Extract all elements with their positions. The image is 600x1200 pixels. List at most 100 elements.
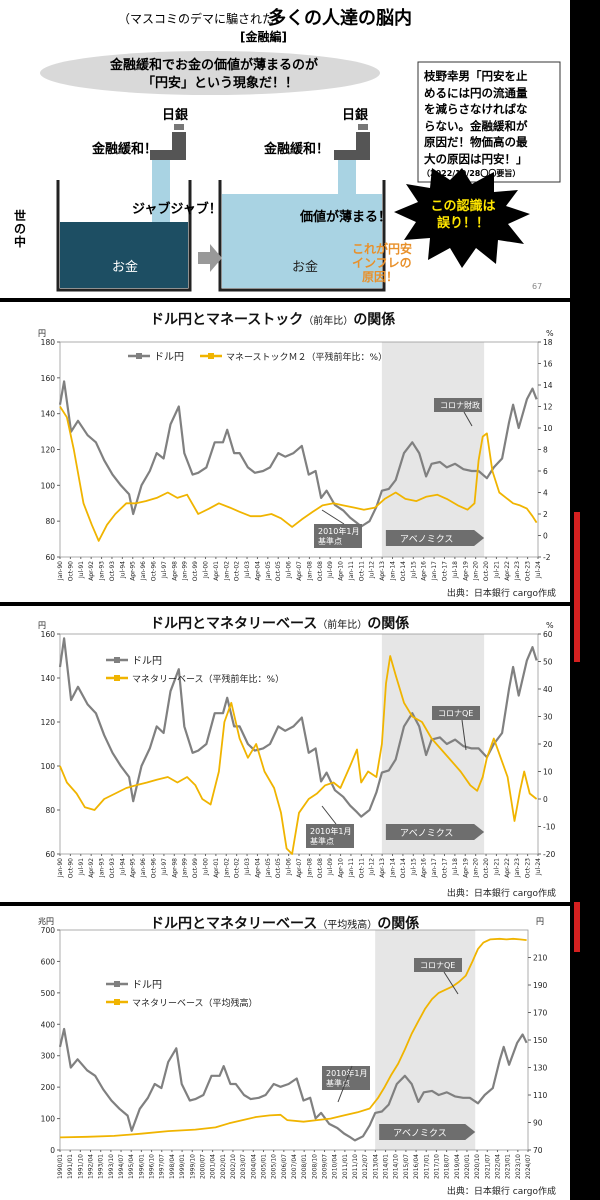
x-tick-label: Apr-13 (379, 858, 386, 878)
chart-panel-monetary-base-balance: ドル円とマネタリーベース（平均残高）の関係 兆円 円 0 100 200 300 400 500… (0, 906, 570, 1200)
annot-2010-box (322, 1066, 370, 1090)
left-tick-label: 60 (45, 553, 55, 562)
left-tick-label: 160 (41, 374, 56, 383)
x-tick-label: Oct-11 (358, 561, 365, 581)
abenomics-arrow (379, 1124, 476, 1140)
x-tick-label: Oct-08 (317, 858, 324, 878)
right-tick-label: 50 (543, 658, 553, 667)
x-tick-label: Jan-96 (140, 858, 147, 878)
x-tick-label: Jul-06 (286, 858, 293, 876)
right-tick-label: 170 (533, 1009, 548, 1018)
left-tick-label: 60 (45, 850, 55, 859)
quote-line-2: を減らさなければな (424, 102, 528, 116)
x-tick-label: Oct-93 (109, 561, 116, 581)
left-tick-label: 180 (41, 338, 56, 347)
legend-label: マネーストックＭ２（平残前年比：%） (226, 351, 387, 363)
series-line-money (59, 655, 538, 855)
x-tick-label: Jan-20 (473, 858, 480, 878)
left-axis-unit: 円 (38, 621, 46, 630)
red-marker-2 (574, 902, 580, 952)
burst-line-2: 誤り！！ (436, 216, 489, 231)
x-tick-label: Oct-23 (525, 561, 532, 581)
series-line-usdjpy (58, 380, 538, 528)
left-tick-label: 500 (41, 989, 56, 998)
legend-label: ドル円 (132, 656, 162, 667)
legend-label: ドル円 (132, 980, 162, 991)
chart-panel-money-stock: ドル円とマネーストック（前年比）の関係円% 60 80 100 120 140 160 180… (0, 302, 570, 602)
x-tick-label: 2008/01 (301, 1154, 308, 1179)
legend-marker (114, 999, 120, 1005)
abenomics-label: アベノミクス (400, 828, 454, 839)
container-left (56, 180, 192, 292)
x-tick-label: Oct-96 (151, 561, 158, 581)
x-tick-label: Apr-07 (296, 561, 303, 581)
x-tick-label: 1996/01 (138, 1154, 145, 1179)
x-tick-label: Oct-11 (358, 858, 365, 878)
diluted-label: 価値が薄まる！ (300, 210, 392, 225)
money-label-left: お金 (112, 260, 139, 275)
x-tick-label: Apr-16 (421, 858, 428, 878)
burst-line-1: この認識は (430, 199, 496, 214)
x-tick-label: 2005/01 (260, 1154, 267, 1179)
legend-marker (114, 657, 120, 663)
x-tick-label: 2019/04 (454, 1154, 461, 1179)
x-tick-label: Oct-08 (317, 561, 324, 581)
x-tick-label: Oct-05 (275, 858, 282, 878)
chart-title-tail: の関係 (367, 615, 409, 632)
x-tick-label: Apr-10 (338, 858, 345, 878)
thought-cloud (40, 51, 380, 95)
x-tick-label: 2011/10 (352, 1154, 359, 1179)
annot-covid-box (432, 706, 480, 720)
x-tick-label: Apr-19 (462, 561, 469, 581)
x-tick-label: Jan-05 (265, 561, 272, 581)
x-tick-label: 2001/04 (210, 1154, 217, 1179)
x-tick-label: Oct-02 (234, 561, 241, 581)
right-tick-label: -10 (543, 823, 555, 832)
chart-title-main: ドル円とマネーストック (150, 312, 303, 328)
x-tick-label: 1991/01 (67, 1154, 74, 1179)
x-tick-label: Jul-24 (535, 858, 542, 876)
transition-arrow-icon (198, 244, 222, 272)
annot-covid-leader (443, 971, 459, 995)
right-tick-label: 12 (543, 403, 553, 412)
subtitle: [金融編] (240, 30, 287, 44)
right-tick-label: 90 (533, 1119, 543, 1128)
chart-title-suffix: （前年比） (317, 618, 367, 631)
series-line-usdjpy (58, 1027, 528, 1142)
x-tick-label: Apr-07 (296, 858, 303, 878)
x-tick-label: Apr-95 (130, 858, 137, 878)
legend-marker (136, 353, 142, 359)
x-tick-label: Jul-94 (119, 858, 126, 876)
x-tick-label: Jul-03 (244, 561, 251, 579)
right-edge-strip (570, 302, 600, 1200)
x-tick-label: 2011/01 (342, 1154, 349, 1179)
annot-2010-line1: 2010年1月 (326, 1068, 367, 1078)
cloud-line-2: 「円安」という現象だ！！ (142, 76, 299, 91)
x-tick-label: Jan-93 (99, 561, 106, 581)
right-tick-label: 60 (543, 630, 553, 639)
x-tick-label: 1998/04 (169, 1154, 176, 1179)
x-tick-label: 2015/07 (403, 1154, 410, 1179)
boj-label-right: 日銀 (342, 108, 369, 123)
x-tick-label: Oct-99 (192, 858, 199, 878)
x-tick-label: 2012/07 (362, 1154, 369, 1179)
x-tick-label: Jan-11 (348, 858, 355, 878)
annot-2010-line2: 基準点 (326, 1078, 350, 1088)
cloud-line-1: 金融緩和でお金の価値が薄まるのが (110, 58, 319, 73)
quote-line-5: 大の原因は円安！」 (424, 151, 528, 166)
left-tick-label: 80 (45, 806, 55, 815)
abenomics-shade (381, 342, 485, 557)
x-tick-label: Apr-92 (88, 561, 95, 581)
right-tick-label: 190 (533, 981, 548, 990)
container-right (218, 180, 386, 292)
title-big: 多くの人達の脳内 (268, 8, 412, 29)
faucet-left-icon (150, 124, 186, 160)
series-line-money (59, 937, 527, 1139)
chart-title-tail: の関係 (377, 915, 419, 932)
left-tick-label: 600 (41, 957, 56, 966)
right-tick-label: 0 (543, 795, 548, 804)
left-tick-label: 80 (45, 517, 55, 526)
x-tick-label: Jul-91 (78, 858, 85, 876)
right-tick-label: 110 (533, 1091, 548, 1100)
